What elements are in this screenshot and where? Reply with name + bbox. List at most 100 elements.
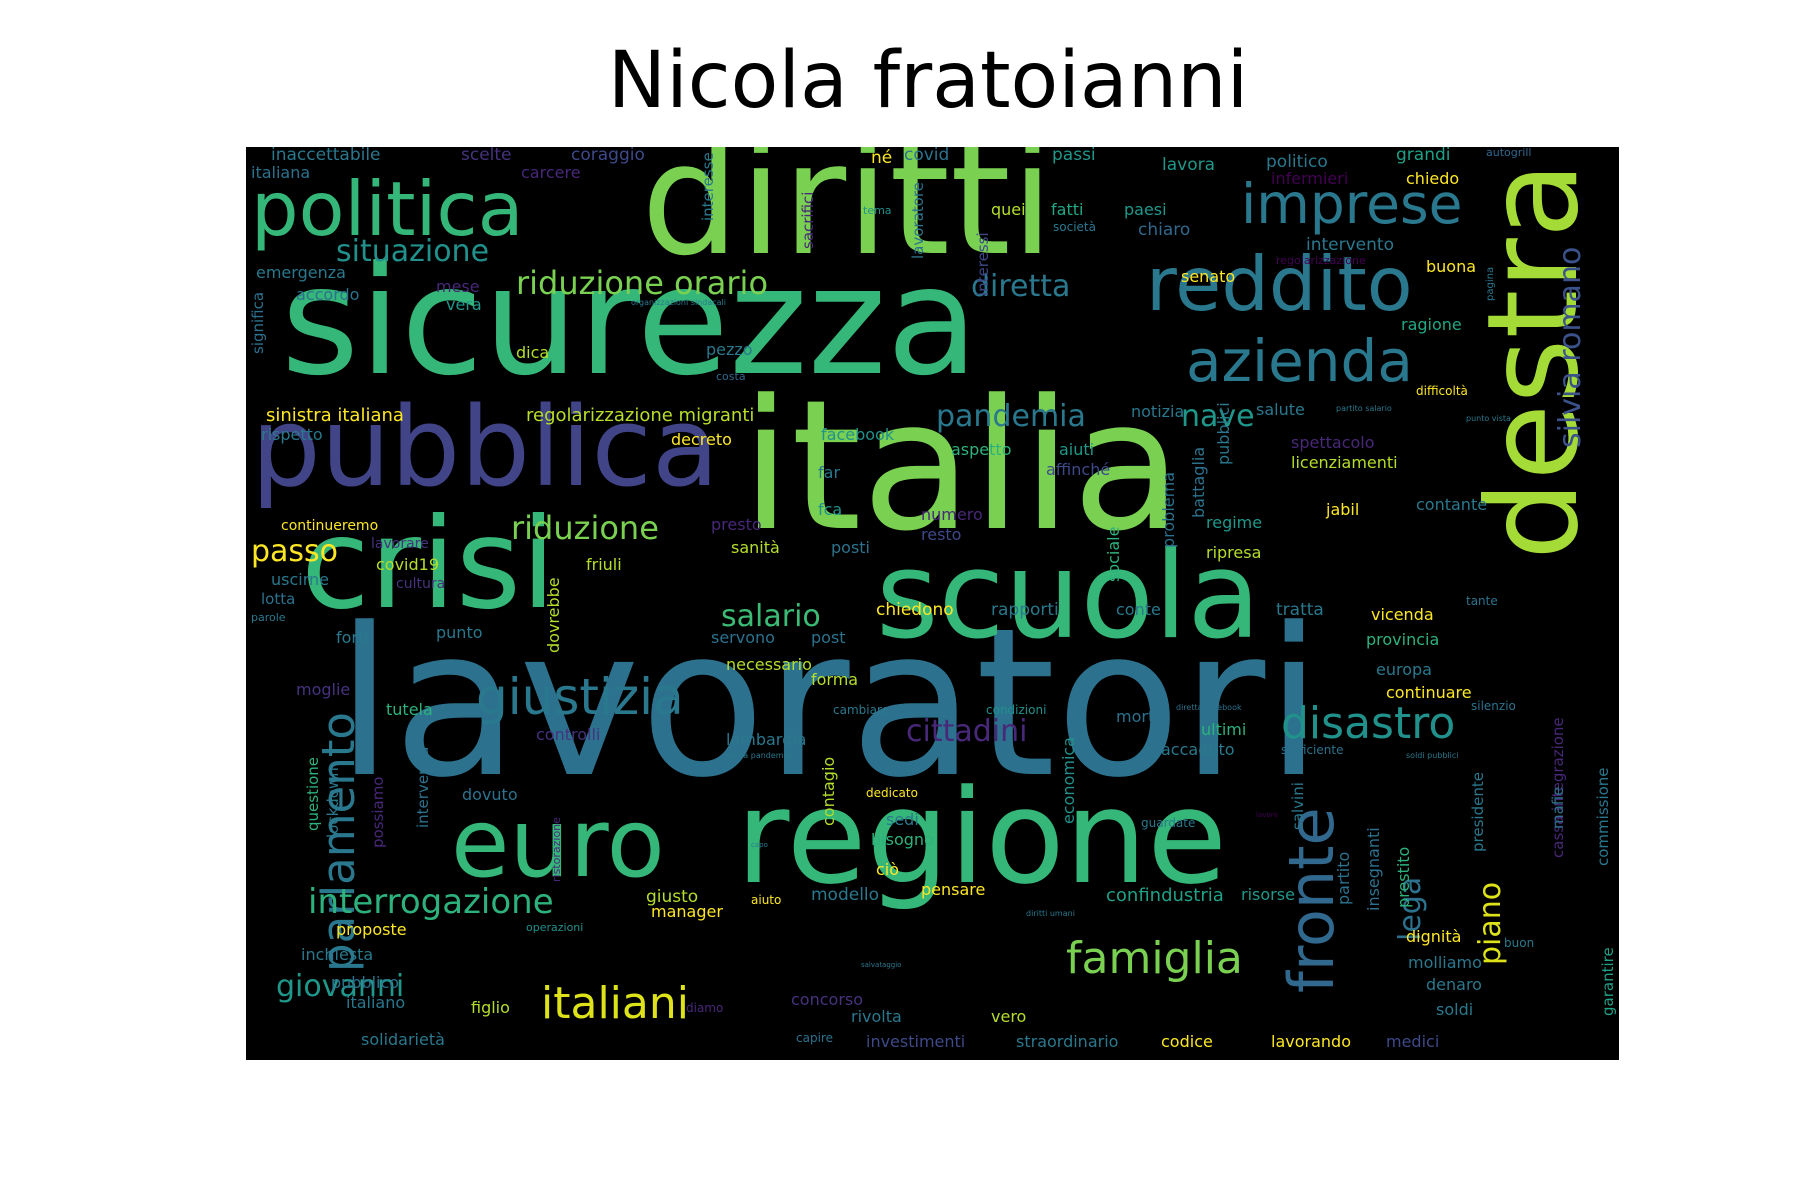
cloud-word: uscirne xyxy=(271,570,329,589)
cloud-word: decreto xyxy=(671,430,732,449)
cloud-word: emergenza xyxy=(256,263,346,282)
cloud-word: interrogazione xyxy=(308,882,554,922)
cloud-word: pubblico xyxy=(331,973,400,992)
cloud-word: giustizia xyxy=(476,668,684,726)
cloud-word: politico xyxy=(1266,152,1328,172)
cloud-word: aiuti xyxy=(1059,440,1095,459)
cloud-word: passo xyxy=(251,534,339,569)
cloud-word: tante xyxy=(1466,594,1498,608)
cloud-word: vero xyxy=(991,1007,1027,1026)
cloud-word: post xyxy=(811,628,846,647)
cloud-word: crisi xyxy=(301,492,556,637)
cloud-word: aiuto xyxy=(751,893,782,907)
cloud-word: friuli xyxy=(586,555,622,574)
cloud-word: contagio xyxy=(819,756,838,827)
cloud-word: prestito xyxy=(1394,847,1413,909)
cloud-word: partito salario xyxy=(1336,404,1392,413)
cloud-word: accaduto xyxy=(1161,740,1235,759)
cloud-word: ristorazione xyxy=(550,816,563,882)
cloud-word: molliamo xyxy=(1408,953,1482,972)
cloud-word: risorse xyxy=(1241,885,1295,904)
cloud-word: fatti xyxy=(1051,200,1084,219)
cloud-word: diretta facebook xyxy=(1176,703,1242,712)
cloud-word: dignità xyxy=(1406,927,1462,946)
cloud-word: rivolta xyxy=(851,1007,902,1026)
cloud-word: parole xyxy=(251,611,286,624)
cloud-word: guardate xyxy=(1141,816,1196,830)
cloud-word: covid xyxy=(904,147,950,165)
cloud-word: sedi xyxy=(886,810,919,829)
cloud-word: organizzazioni sindacali xyxy=(631,298,726,307)
cloud-word: ripresa xyxy=(1206,543,1262,562)
cloud-word: cittadini xyxy=(906,714,1028,749)
cloud-word: chiedo xyxy=(1406,169,1460,188)
cloud-word: partito xyxy=(1334,851,1353,906)
cloud-word: diamo xyxy=(686,1001,724,1015)
cloud-word: carcere xyxy=(521,163,581,182)
cloud-word: capo xyxy=(751,841,768,849)
cloud-word: chiedono xyxy=(876,600,954,620)
cloud-word: mafie xyxy=(1549,786,1567,830)
cloud-word: spettacolo xyxy=(1291,433,1375,452)
cloud-word: contante xyxy=(1416,495,1488,514)
cloud-word: forti xyxy=(336,628,369,647)
cloud-word: società xyxy=(1053,220,1096,234)
cloud-word: vicenda xyxy=(1371,605,1434,624)
cloud-word: proposte xyxy=(336,920,407,939)
cloud-word: mese xyxy=(436,277,480,296)
cloud-word: famiglia xyxy=(1066,933,1243,984)
cloud-word: presidente xyxy=(1469,771,1487,852)
cloud-word: grandi xyxy=(1396,147,1451,165)
cloud-word: dovuto xyxy=(462,785,518,804)
cloud-word: senato xyxy=(1181,267,1236,286)
cloud-word: regolarizzazione migranti xyxy=(526,405,755,426)
cloud-word: possiamo xyxy=(369,776,387,849)
cloud-word: ragione xyxy=(1401,315,1462,334)
cloud-word: rispetto xyxy=(261,425,323,444)
cloud-word: modello xyxy=(811,885,880,905)
cloud-word: presto xyxy=(711,515,762,534)
cloud-word: battaglia xyxy=(1189,446,1208,519)
cloud-word: punto vista xyxy=(1466,414,1511,423)
cloud-word: straordinario xyxy=(1016,1032,1119,1051)
cloud-word: silvia romano xyxy=(1553,246,1588,449)
cloud-word: interessi xyxy=(974,231,992,296)
cloud-word: soldi xyxy=(1436,1000,1474,1019)
cloud-word: regime xyxy=(1206,513,1263,532)
cloud-word: investimenti xyxy=(866,1032,966,1051)
cloud-word: solidarietà xyxy=(361,1030,445,1049)
cloud-word: resto xyxy=(921,525,962,544)
cloud-word: italiana xyxy=(251,163,311,182)
cloud-word: insegnanti xyxy=(1364,826,1383,911)
cloud-word: intervenga xyxy=(414,746,432,829)
word-cloud: lavoratori italia sicurezza diritti regione c… xyxy=(246,147,1619,1060)
cloud-word: jabil xyxy=(1326,500,1360,519)
cloud-word: ciò xyxy=(876,860,900,879)
cloud-word: denaro xyxy=(1426,975,1482,994)
cloud-word: medici xyxy=(1386,1032,1440,1051)
cloud-word: tratta xyxy=(1276,600,1324,620)
cloud-word: controlli xyxy=(536,725,601,744)
cloud-word: azienda xyxy=(1186,327,1413,395)
cloud-word: conte xyxy=(1116,600,1161,619)
cloud-word: licenziamenti xyxy=(1291,453,1398,472)
cloud-word: sociale xyxy=(1104,526,1123,583)
cloud-word: sacrifici xyxy=(799,191,817,250)
cloud-word: salute xyxy=(1256,400,1305,419)
chart-title: Nicola fratoianni xyxy=(607,36,1249,126)
cloud-word: salvini xyxy=(1289,781,1307,830)
cloud-word: regione xyxy=(736,761,1228,913)
cloud-word: europa xyxy=(1376,660,1432,679)
cloud-word: pagina xyxy=(1485,266,1496,302)
cloud-word: problema xyxy=(1159,471,1178,548)
cloud-word: lavoro xyxy=(1256,811,1278,819)
cloud-word: commissione xyxy=(1594,766,1612,866)
cloud-word: significa xyxy=(249,291,267,355)
cloud-word: nave xyxy=(1181,399,1255,434)
cloud-word: quei xyxy=(991,200,1026,219)
cloud-word: punto xyxy=(436,623,483,642)
cloud-word: capire xyxy=(796,1031,833,1045)
cloud-word: diritti umani xyxy=(1026,909,1075,918)
cloud-word: fca xyxy=(818,500,843,519)
cloud-word: difficoltà xyxy=(1416,384,1468,398)
